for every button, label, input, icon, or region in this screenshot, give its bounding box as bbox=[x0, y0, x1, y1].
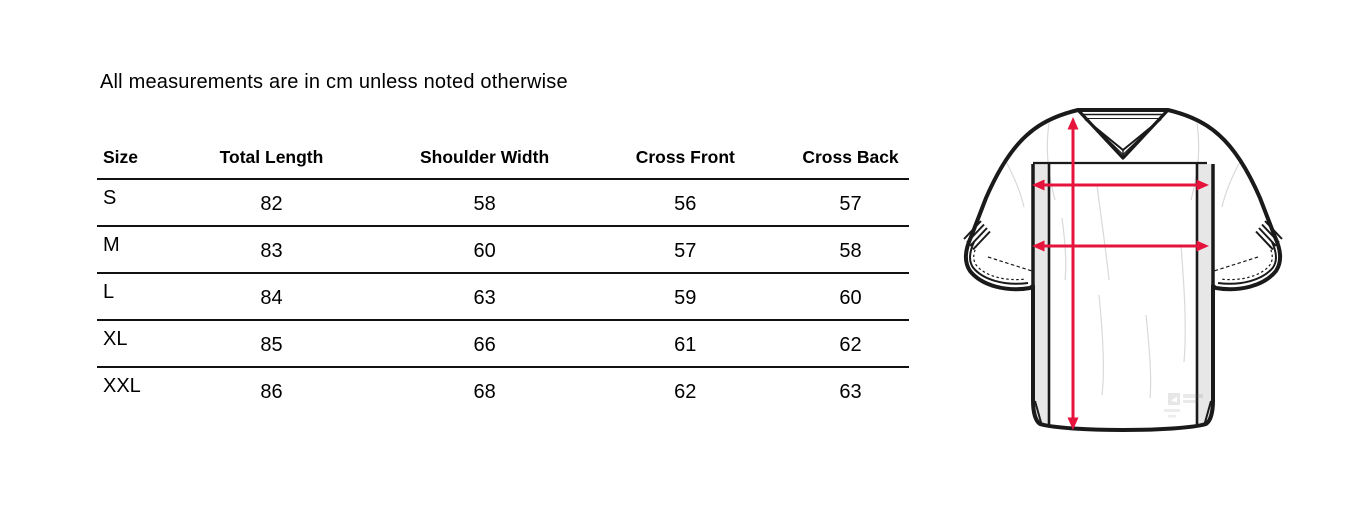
value-cell: 62 bbox=[674, 381, 697, 403]
arrowhead-left-upper bbox=[1032, 179, 1045, 191]
cuff-inner-edge-right bbox=[1217, 241, 1278, 285]
jersey-diagram bbox=[945, 90, 1305, 450]
value-cell: 62 bbox=[839, 334, 862, 356]
cuff-inner-edge-left bbox=[968, 241, 1029, 285]
sleeve-stitch-left bbox=[987, 256, 1033, 272]
measurement-arrows bbox=[1032, 117, 1209, 430]
value-cell: 57 bbox=[839, 193, 862, 215]
hem-slit-right bbox=[1203, 400, 1212, 427]
size-table: Size Total Length Shoulder Width Cross F… bbox=[97, 136, 909, 413]
table-row: L 84 63 59 60 bbox=[97, 274, 909, 321]
value-cell: 60 bbox=[839, 287, 862, 309]
value-cell: 82 bbox=[260, 193, 283, 215]
hem-slit-left bbox=[1034, 400, 1043, 427]
cuff-stitch-left bbox=[973, 244, 1027, 281]
measurement-note: All measurements are in cm unless noted … bbox=[100, 71, 568, 93]
value-cell: 59 bbox=[674, 287, 697, 309]
value-cell: 63 bbox=[473, 287, 496, 309]
side-panel-right bbox=[1197, 164, 1212, 427]
column-header-size: Size bbox=[103, 146, 139, 167]
arrowhead-left-lower bbox=[1032, 240, 1045, 252]
size-table-body: S 82 58 56 57 M 83 60 57 58 L 84 63 59 60 XL 85 66 61 62 XXL… bbox=[97, 180, 909, 413]
arrowhead-right-upper bbox=[1196, 179, 1209, 191]
value-cell: 83 bbox=[260, 240, 283, 262]
value-cell: 58 bbox=[839, 240, 862, 262]
table-row: S 82 58 56 57 bbox=[97, 180, 909, 227]
arrowhead-up bbox=[1067, 117, 1079, 130]
sleeve-stitch-right bbox=[1213, 256, 1259, 272]
column-header-total-length: Total Length bbox=[219, 146, 324, 167]
value-cell: 63 bbox=[839, 381, 862, 403]
jersey-illustration bbox=[963, 108, 1283, 432]
size-cell: S bbox=[103, 187, 117, 209]
cuff-details bbox=[968, 241, 1278, 285]
arrowhead-right-lower bbox=[1196, 240, 1209, 252]
size-table-header: Size Total Length Shoulder Width Cross F… bbox=[97, 136, 909, 180]
value-cell: 66 bbox=[473, 334, 496, 356]
table-row: XXL 86 68 62 63 bbox=[97, 368, 909, 413]
table-row: M 83 60 57 58 bbox=[97, 227, 909, 274]
size-cell: XL bbox=[103, 328, 128, 350]
column-header-cross-front: Cross Front bbox=[635, 146, 735, 167]
cuff-stitch-right bbox=[1219, 244, 1273, 281]
value-cell: 56 bbox=[674, 193, 697, 215]
column-header-cross-back: Cross Back bbox=[802, 146, 899, 167]
collar bbox=[1076, 108, 1170, 160]
value-cell: 68 bbox=[473, 381, 496, 403]
value-cell: 84 bbox=[260, 287, 283, 309]
side-panel-left bbox=[1034, 164, 1049, 426]
value-cell: 85 bbox=[260, 334, 283, 356]
value-cell: 60 bbox=[473, 240, 496, 262]
value-cell: 58 bbox=[473, 193, 496, 215]
jersey-outline bbox=[964, 108, 1282, 432]
value-cell: 57 bbox=[674, 240, 697, 262]
column-header-shoulder-width: Shoulder Width bbox=[420, 146, 550, 167]
value-cell: 86 bbox=[260, 381, 283, 403]
size-cell: M bbox=[103, 234, 120, 256]
size-cell: L bbox=[103, 281, 115, 303]
watermark-logo bbox=[1164, 393, 1203, 418]
value-cell: 61 bbox=[674, 334, 697, 356]
table-row: XL 85 66 61 62 bbox=[97, 321, 909, 368]
arrowhead-down bbox=[1067, 417, 1079, 430]
size-cell: XXL bbox=[103, 375, 141, 397]
seam-lines bbox=[1031, 161, 1215, 427]
